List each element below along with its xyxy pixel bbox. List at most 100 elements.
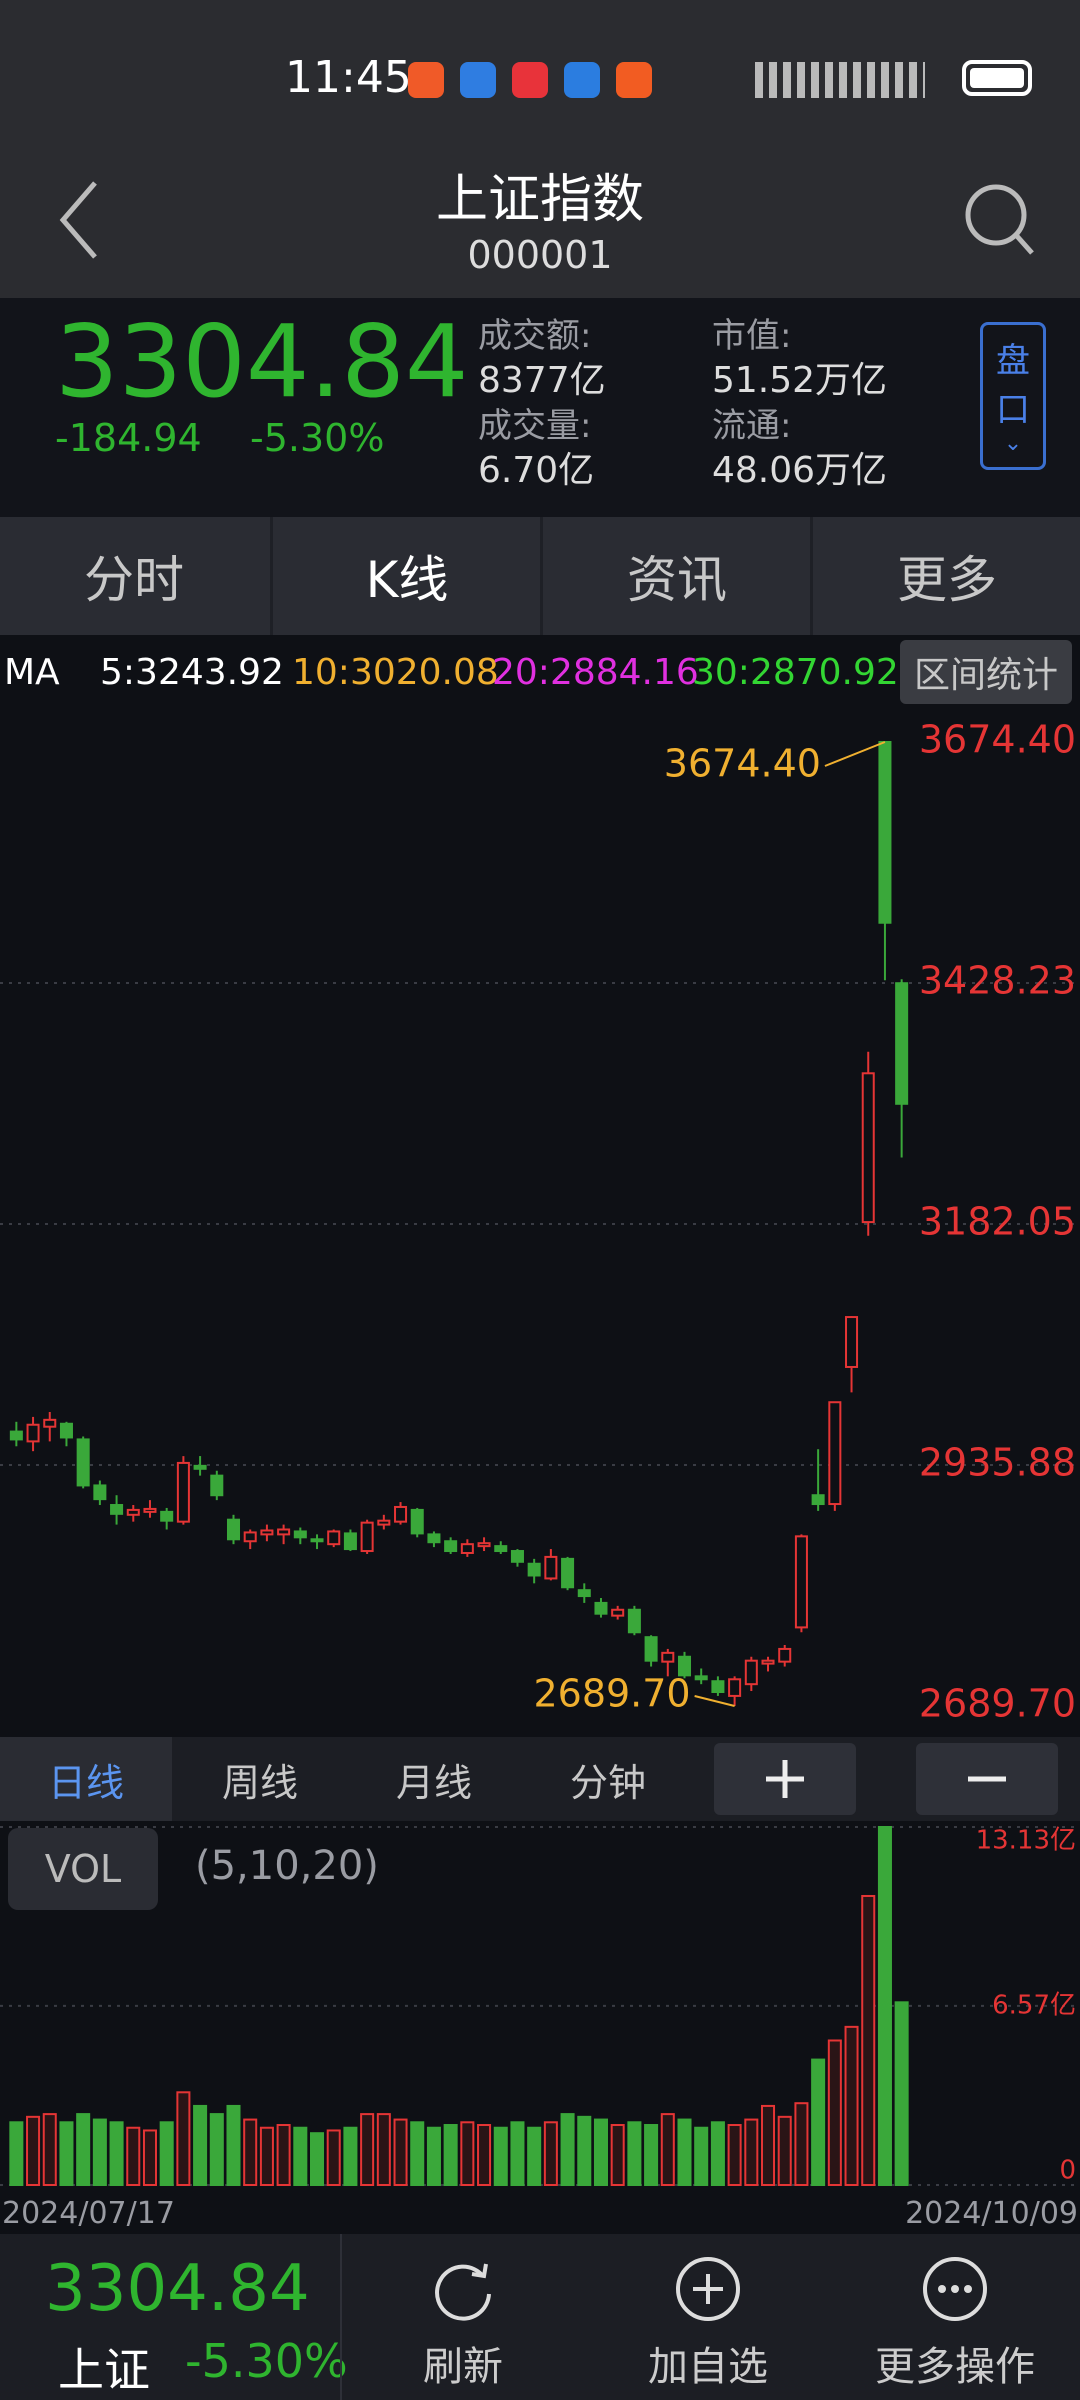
volume-bar	[243, 2118, 258, 2186]
candle-body	[861, 1072, 875, 1224]
volume-bar	[59, 2121, 74, 2186]
bottom-bar: 3304.84 上证 -5.30% 刷新 加自选 更多操作	[0, 2234, 1080, 2400]
volume-bar	[493, 2126, 508, 2186]
volume-bar	[209, 2113, 224, 2186]
tab[interactable]: 更多	[810, 517, 1080, 635]
app-icon	[460, 62, 496, 98]
volume-bar	[293, 2126, 308, 2186]
zoom-out-button[interactable]	[916, 1743, 1058, 1815]
candle-body	[694, 1675, 708, 1681]
range-stat-button[interactable]: 区间统计	[900, 640, 1072, 704]
candle-body	[527, 1562, 541, 1577]
zoom-in-button[interactable]	[714, 1743, 856, 1815]
candle-body	[811, 1494, 825, 1506]
candle-body	[627, 1608, 641, 1634]
volume-bar	[477, 2124, 492, 2186]
tab[interactable]: 分时	[84, 551, 184, 609]
volume-bar	[376, 2113, 391, 2186]
candle-body	[477, 1542, 491, 1548]
candle-body	[577, 1589, 591, 1598]
volume-bar	[744, 2118, 759, 2186]
add-icon[interactable]	[673, 2254, 743, 2324]
y-tick-label: 13.13亿	[976, 1826, 1076, 1856]
candle-body	[377, 1519, 391, 1526]
change: -184.94	[55, 416, 202, 460]
volume-bar	[811, 2058, 826, 2187]
volume-bar	[176, 2091, 191, 2187]
candle-body	[778, 1647, 792, 1663]
candle-body	[260, 1529, 274, 1536]
more-icon[interactable]	[920, 2254, 990, 2324]
candle-body	[243, 1531, 257, 1543]
action-label[interactable]: 刷新	[423, 2344, 503, 2390]
candle-body	[444, 1540, 458, 1553]
y-tick-label: 6.57亿	[992, 1990, 1076, 2020]
candle-body	[143, 1507, 157, 1513]
app-icon	[564, 62, 600, 98]
volume-bar	[9, 2121, 24, 2186]
status-bar: 11:45	[0, 0, 1080, 145]
volume-bar	[761, 2104, 776, 2187]
volume-bar	[360, 2113, 375, 2186]
annotation: 3674.40	[664, 742, 821, 786]
candle-body	[761, 1659, 775, 1665]
candle-body	[226, 1518, 241, 1541]
y-tick-label: 0	[1059, 2156, 1076, 2186]
refresh-icon[interactable]	[428, 2254, 498, 2324]
candle-body	[310, 1538, 324, 1543]
volume-bar	[877, 1826, 892, 2186]
action-label[interactable]: 更多操作	[875, 2344, 1035, 2390]
y-tick-label: 3428.23	[919, 958, 1076, 1002]
candle-body	[728, 1678, 742, 1697]
volume-bar	[226, 2104, 241, 2187]
candle-body	[210, 1474, 224, 1497]
tab-bar: 分时 K线 资讯 更多	[0, 517, 1080, 635]
candle-body	[93, 1484, 107, 1501]
vol-button[interactable]: VOL	[8, 1828, 158, 1910]
vol-params: (5,10,20)	[195, 1843, 379, 1889]
period-tab[interactable]: 周线	[221, 1760, 298, 1805]
tab[interactable]: K线	[270, 517, 541, 635]
volume-bar	[443, 2124, 458, 2186]
candle-body	[544, 1555, 558, 1580]
candle-body	[744, 1659, 758, 1686]
y-tick-label: 3674.40	[919, 718, 1076, 762]
volume-bar	[193, 2104, 208, 2187]
clock: 11:45	[285, 52, 412, 103]
tab[interactable]: 资讯	[540, 517, 811, 635]
volume-bar	[126, 2126, 141, 2186]
search-button[interactable]	[960, 175, 1040, 265]
candle-body	[110, 1504, 124, 1515]
volume-bar	[677, 2118, 692, 2186]
period-tab[interactable]: 分钟	[569, 1760, 646, 1805]
stat-label: 市值:	[712, 316, 792, 356]
order-book-button[interactable]: 盘 口 ⌄	[980, 322, 1046, 470]
candle-body	[193, 1464, 207, 1470]
volume-bar	[410, 2121, 425, 2186]
title: 上证指数	[435, 170, 644, 230]
candle-body	[611, 1608, 625, 1617]
volume-bar	[393, 2118, 408, 2186]
candle-body	[878, 741, 892, 924]
annotation-leader	[694, 1695, 735, 1707]
button-text: 盘	[996, 341, 1030, 381]
back-button[interactable]	[55, 175, 105, 265]
end-date: 2024/10/09	[905, 2196, 1078, 2231]
volume-bar	[109, 2121, 124, 2186]
candle-body	[460, 1543, 474, 1554]
volume-bar	[510, 2121, 525, 2186]
candle-body	[828, 1401, 842, 1506]
period-tab[interactable]: 日线	[0, 1737, 172, 1821]
volume-bar	[543, 2121, 558, 2186]
action-label[interactable]: 加自选	[648, 2344, 768, 2390]
y-tick-label: 2935.88	[919, 1440, 1076, 1484]
candle-body	[26, 1423, 40, 1443]
period-tab[interactable]: 月线	[395, 1760, 472, 1805]
stat-label: 成交量:	[478, 406, 592, 446]
stat-label: 成交额:	[478, 316, 592, 356]
candle-body	[76, 1438, 90, 1487]
volume-bar	[259, 2126, 274, 2186]
candle-body	[410, 1508, 424, 1535]
volume-bar	[426, 2126, 441, 2186]
candle-body	[126, 1508, 140, 1516]
